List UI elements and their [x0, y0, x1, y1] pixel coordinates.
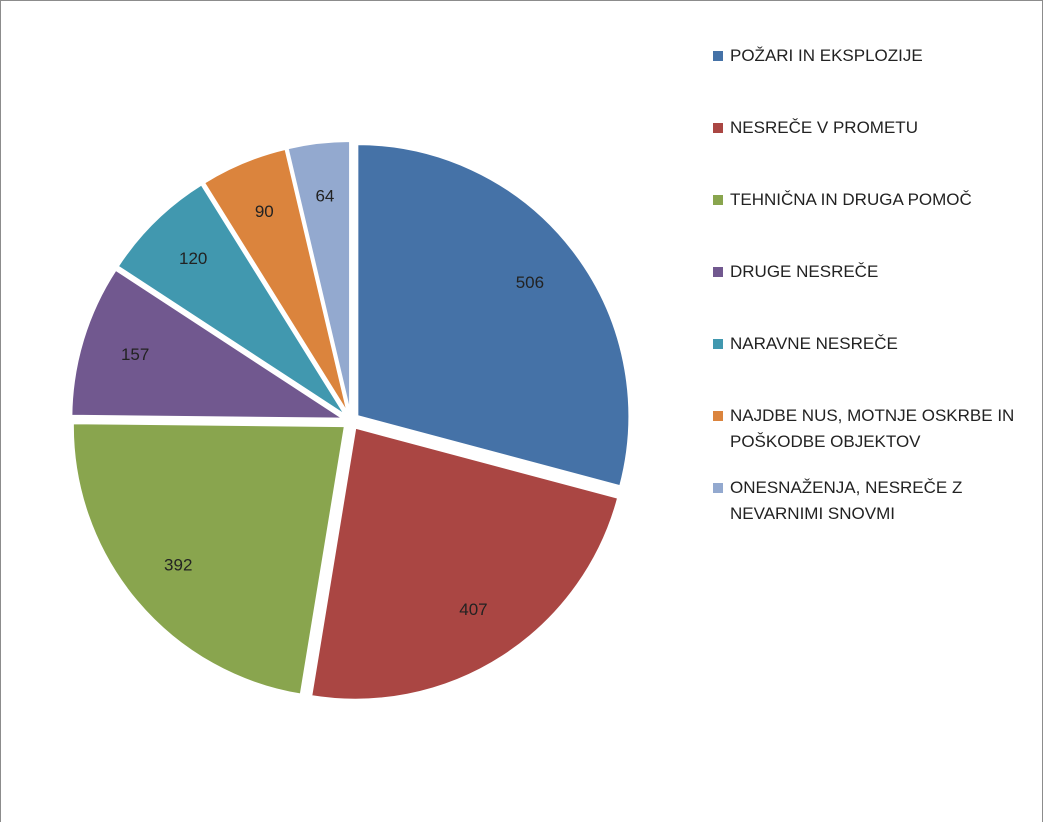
- legend-swatch: [713, 123, 723, 133]
- legend-label: POŽARI IN EKSPLOZIJE: [730, 46, 923, 65]
- legend-label: ONESNAŽENJA, NESREČE Z NEVARNIMI SNOVMI: [730, 478, 963, 523]
- legend-swatch: [713, 339, 723, 349]
- data-label: 64: [315, 186, 334, 205]
- legend-swatch: [713, 411, 723, 421]
- pie-slice: [202, 147, 349, 415]
- legend-swatch: [713, 51, 723, 61]
- legend-item: POŽARI IN EKSPLOZIJE: [711, 43, 1031, 115]
- pie-area: 506 407 392 157 120 90 64: [70, 140, 631, 701]
- legend-label: DRUGE NESREČE: [730, 262, 879, 281]
- data-label: 407: [459, 600, 487, 619]
- legend-label: NARAVNE NESREČE: [730, 334, 898, 353]
- legend-swatch: [713, 267, 723, 277]
- pie-slice: [70, 268, 347, 420]
- legend-swatch: [713, 483, 723, 493]
- legend-swatch: [713, 195, 723, 205]
- legend-label: NESREČE V PROMETU: [730, 118, 918, 137]
- legend-item: NARAVNE NESREČE: [711, 331, 1031, 403]
- legend-item: NAJDBE NUS, MOTNJE OSKRBE IN POŠKODBE OB…: [711, 403, 1031, 475]
- legend-item: DRUGE NESREČE: [711, 259, 1031, 331]
- data-label: 90: [255, 202, 274, 221]
- data-label: 157: [121, 345, 149, 364]
- legend-item: TEHNIČNA IN DRUGA POMOČ: [711, 187, 1031, 259]
- pie-slice: [310, 426, 620, 701]
- pie-slice: [71, 422, 347, 696]
- legend-item: NESREČE V PROMETU: [711, 115, 1031, 187]
- legend-label: TEHNIČNA IN DRUGA POMOČ: [730, 190, 972, 209]
- pie-slice: [286, 140, 352, 414]
- data-label: 506: [516, 273, 544, 292]
- data-label: 120: [179, 249, 207, 268]
- data-label: 392: [164, 556, 192, 575]
- legend-label: NAJDBE NUS, MOTNJE OSKRBE IN POŠKODBE OB…: [730, 406, 1015, 451]
- legend: POŽARI IN EKSPLOZIJE NESREČE V PROMETU TEH…: [711, 43, 1031, 547]
- pie-slice: [116, 183, 347, 417]
- legend-item: ONESNAŽENJA, NESREČE Z NEVARNIMI SNOVMI: [711, 475, 1031, 547]
- pie-slice: [356, 143, 631, 488]
